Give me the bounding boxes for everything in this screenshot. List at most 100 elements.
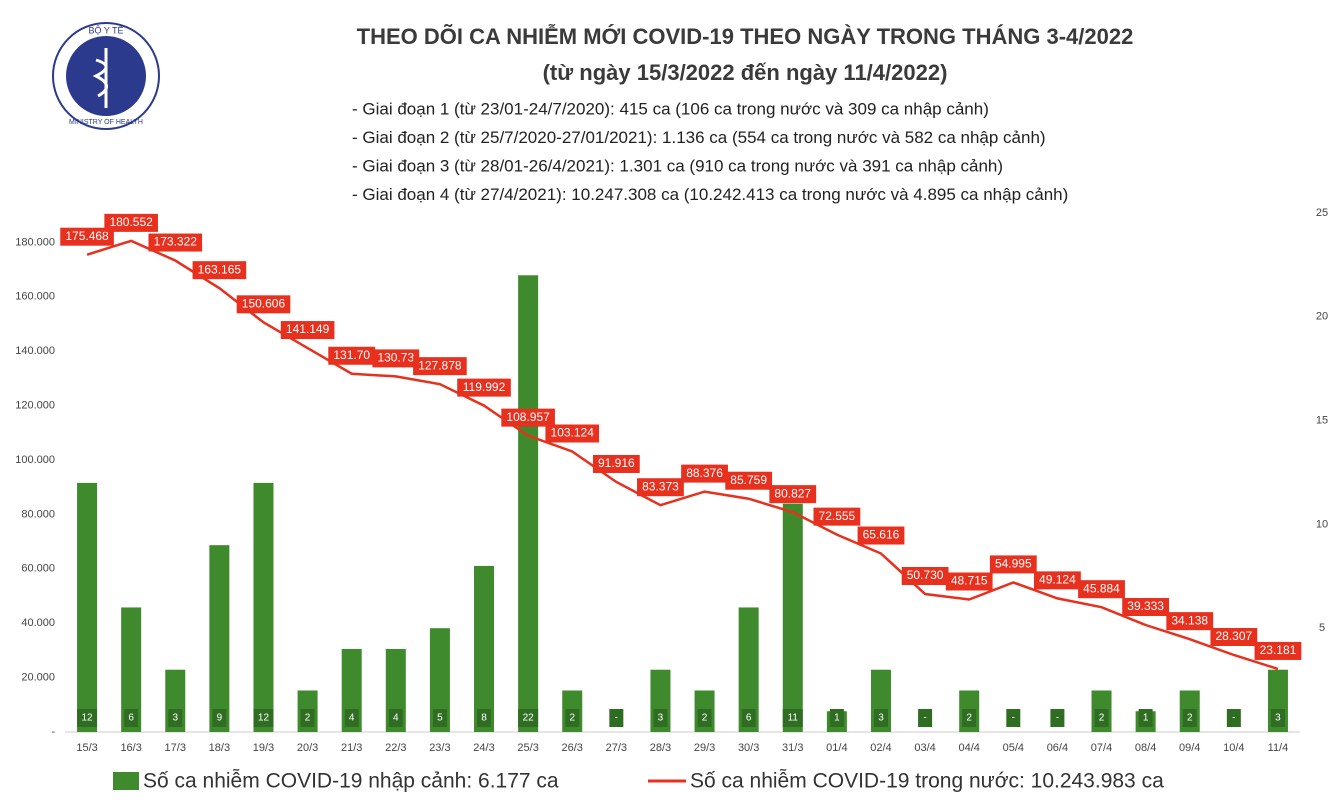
label-box (124, 709, 139, 727)
x-tick-label: 10/4 (1223, 742, 1244, 754)
bar (253, 482, 274, 732)
x-tick-label: 18/3 (209, 742, 230, 754)
label-box (681, 464, 728, 483)
line-value-label: 173.322 (154, 235, 198, 249)
label-box (782, 709, 803, 727)
line-value-label: 85.759 (730, 473, 767, 487)
label-box (60, 227, 114, 246)
y-tick-label: 20.000 (21, 672, 55, 684)
bar-value-label: 8 (481, 713, 487, 724)
x-tick-label: 31/3 (782, 742, 803, 754)
line-value-label: 175.468 (65, 229, 109, 243)
note: - Giai đoạn 3 (từ 28/01-26/4/2021): 1.30… (352, 156, 1003, 175)
x-tick-label: 28/3 (650, 742, 671, 754)
bar-value-label: 3 (878, 713, 884, 724)
bar-value-label: 12 (258, 713, 270, 724)
bar-value-label: 4 (349, 713, 355, 724)
y-tick-label: 40.000 (21, 617, 55, 629)
label-box (1254, 641, 1302, 660)
y2-tick-label: 10 (1316, 518, 1328, 530)
bar-value-label: 1 (1143, 713, 1149, 724)
line-value-label: 108.957 (506, 410, 550, 424)
bar-value-label: 3 (658, 713, 664, 724)
label-box (609, 709, 624, 727)
line-value-label: 88.376 (686, 466, 723, 480)
y-tick-label: 180.000 (15, 236, 55, 248)
bar-value-label: 5 (437, 713, 443, 724)
y-tick-label: 120.000 (15, 399, 55, 411)
bar-value-label: - (923, 713, 926, 724)
x-tick-label: 23/3 (429, 742, 450, 754)
logo-snake (92, 58, 108, 98)
label-box (592, 454, 640, 473)
line-value-label: 127.878 (418, 358, 462, 372)
line-value-label: 141.149 (286, 322, 330, 336)
x-tick-label: 07/4 (1091, 742, 1112, 754)
label-box (344, 709, 359, 727)
label-box (857, 526, 905, 545)
label-box (873, 709, 888, 727)
label-box (280, 321, 335, 340)
bar (77, 482, 98, 732)
label-box (477, 709, 492, 727)
logo: BỘ Y TẾ MINISTRY OF HEALTH (52, 22, 160, 130)
x-tick-label: 19/3 (253, 742, 274, 754)
label-box (104, 213, 158, 232)
x-tick-label: 27/3 (606, 742, 627, 754)
y2-tick-label: 15 (1316, 415, 1328, 427)
label-box (372, 349, 420, 368)
x-tick-label: 15/3 (76, 742, 97, 754)
line-value-label: 131.70 (333, 348, 370, 362)
label-box (697, 709, 712, 727)
line-value-label: 34.138 (1171, 613, 1208, 627)
bar-value-label: - (1012, 713, 1015, 724)
label-box (388, 709, 403, 727)
label-box (148, 233, 203, 252)
label-box (1210, 628, 1258, 647)
label-box (236, 295, 291, 314)
bar-value-label: 3 (1275, 713, 1281, 724)
label-box (168, 709, 183, 727)
label-box (829, 709, 844, 727)
y-tick-label: 80.000 (21, 508, 55, 520)
legend-label: Số ca nhiễm COVID-19 trong nước: 10.243.… (690, 770, 1164, 793)
x-tick-label: 11/4 (1268, 742, 1289, 754)
label-box (545, 424, 600, 443)
label-box (253, 709, 274, 727)
label-box (432, 709, 447, 727)
bar-value-label: - (615, 713, 618, 724)
x-tick-label: 02/4 (870, 742, 891, 754)
logo-text: BỘ Y TẾ (88, 25, 123, 35)
bar (474, 565, 495, 732)
label-box (989, 555, 1037, 574)
label-box (501, 408, 555, 427)
label-box (1006, 709, 1021, 727)
y-tick-label: - (51, 726, 55, 738)
legend-swatch (113, 772, 139, 790)
bar-value-label: 2 (966, 713, 972, 724)
x-tick-label: 16/3 (120, 742, 141, 754)
x-tick-label: 06/4 (1047, 742, 1068, 754)
label-box (565, 709, 580, 727)
bar (429, 628, 450, 732)
bar-value-label: 12 (81, 713, 93, 724)
legend-label: Số ca nhiễm COVID-19 nhập cảnh: 6.177 ca (143, 770, 559, 793)
bar-value-label: 2 (1099, 713, 1105, 724)
label-box (918, 709, 933, 727)
bar-value-label: 3 (172, 713, 178, 724)
chart-subtitle: (từ ngày 15/3/2022 đến ngày 11/4/2022) (543, 60, 948, 85)
label-box (741, 709, 756, 727)
label-box (1166, 612, 1214, 631)
note: - Giai đoạn 4 (từ 27/4/2021): 10.247.308… (352, 185, 1068, 204)
x-tick-label: 01/4 (826, 742, 847, 754)
x-tick-label: 21/3 (341, 742, 362, 754)
label-box (653, 709, 668, 727)
label-box (192, 261, 247, 280)
label-box (1270, 709, 1285, 727)
bar-value-label: 2 (1187, 713, 1193, 724)
label-box (813, 507, 861, 526)
label-box (1182, 709, 1197, 727)
bar-value-label: 2 (305, 713, 311, 724)
bar-value-label: - (1056, 713, 1059, 724)
